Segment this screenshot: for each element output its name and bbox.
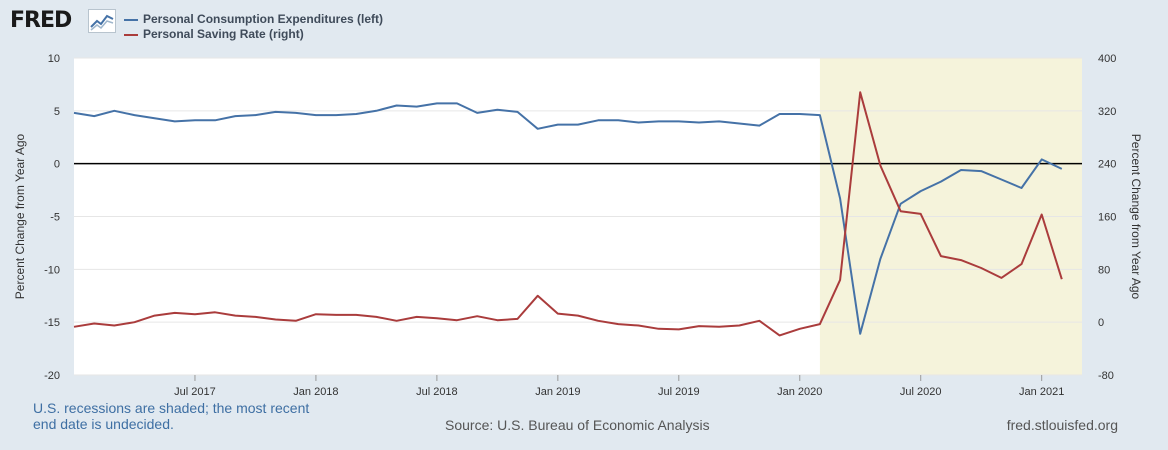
- x-tick-label: Jan 2018: [293, 386, 338, 398]
- y-tick-left-label: -20: [44, 370, 60, 382]
- legend-item-saving[interactable]: Personal Saving Rate (right): [124, 27, 383, 42]
- y-tick-left-label: 10: [48, 53, 60, 65]
- y-axis-title-left: Percent Change from Year Ago: [13, 133, 27, 299]
- legend-swatch-saving: [124, 33, 138, 36]
- y-tick-right-label: -80: [1098, 370, 1114, 382]
- y-tick-right-label: 160: [1098, 212, 1116, 224]
- y-tick-left-label: -10: [44, 264, 60, 276]
- x-tick-label: Jul 2020: [900, 386, 942, 398]
- y-tick-right-label: 320: [1098, 106, 1116, 118]
- chart-header: FRED Personal Consumption Expenditures (…: [0, 0, 1168, 50]
- legend-swatch-pce: [124, 18, 138, 21]
- site-link[interactable]: fred.stlouisfed.org: [1006, 417, 1118, 433]
- y-tick-left-label: 5: [54, 106, 60, 118]
- chart-area[interactable]: 10 5 0 -5 -10 -15 -20 400 320 240 160 80 0 -80 Jul 201…: [0, 0, 1168, 400]
- series-line-pce[interactable]: [73, 102, 1063, 335]
- y-tick-right-label: 80: [1098, 264, 1110, 276]
- x-tick-label: Jan 2021: [1019, 386, 1064, 398]
- x-tick-label: Jan 2020: [777, 386, 822, 398]
- y-axis-title-right: Percent Change from Year Ago: [1129, 134, 1143, 300]
- x-tick-label: Jul 2019: [658, 386, 700, 398]
- fred-logo[interactable]: FRED: [10, 8, 72, 33]
- legend-label-pce: Personal Consumption Expenditures (left): [143, 12, 384, 26]
- series-line-saving[interactable]: [73, 91, 1063, 337]
- y-tick-right-label: 240: [1098, 159, 1116, 171]
- y-tick-right-label: 0: [1098, 317, 1104, 329]
- chart-line-icon: [88, 9, 116, 33]
- y-tick-left-label: 0: [54, 159, 60, 171]
- legend-item-pce[interactable]: Personal Consumption Expenditures (left): [124, 12, 383, 27]
- y-tick-right-label: 400: [1098, 53, 1116, 65]
- x-tick-label: Jul 2017: [174, 386, 216, 398]
- chart-legend: Personal Consumption Expenditures (left)…: [124, 12, 383, 42]
- source-text: Source: U.S. Bureau of Economic Analysis: [445, 417, 710, 433]
- x-tick-label: Jan 2019: [535, 386, 580, 398]
- x-tick-label: Jul 2018: [416, 386, 458, 398]
- recession-note: U.S. recessions are shaded; the most rec…: [33, 400, 310, 432]
- y-tick-left-label: -15: [44, 317, 60, 329]
- legend-label-saving: Personal Saving Rate (right): [143, 27, 304, 41]
- y-tick-left-label: -5: [50, 212, 60, 224]
